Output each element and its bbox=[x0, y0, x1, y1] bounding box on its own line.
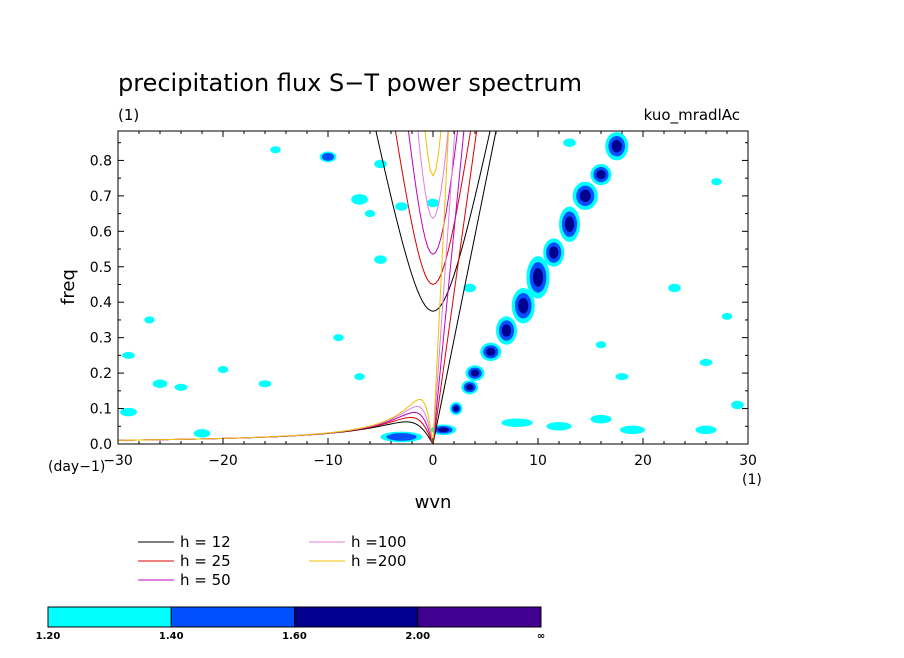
contour-blob-5-level-3 bbox=[501, 324, 512, 337]
colorbar-label: 1.60 bbox=[282, 631, 307, 642]
contour-blob-29-level-1 bbox=[333, 334, 344, 342]
x-tick-label: −20 bbox=[208, 453, 238, 469]
y-tick-label: 0.3 bbox=[90, 331, 112, 347]
contour-blob-19-level-1 bbox=[426, 198, 440, 208]
contour-blob-18-level-1 bbox=[395, 202, 408, 211]
contour-blob-9-level-3 bbox=[564, 216, 575, 233]
contour-blob-40-level-1 bbox=[699, 358, 713, 367]
contour-blob-36-level-1 bbox=[619, 425, 646, 435]
y-axis-title: freq bbox=[58, 269, 79, 305]
y-tick-label: 0.0 bbox=[90, 437, 112, 453]
curve-inertia-gravity-h200 bbox=[424, 131, 442, 177]
contour-blob-37-level-1 bbox=[695, 425, 717, 435]
contour-blob-3-level-3 bbox=[470, 369, 480, 377]
contour-blob-39-level-1 bbox=[668, 283, 681, 293]
contour-blob-14-level-2 bbox=[386, 433, 417, 441]
colorbar-label: 1.20 bbox=[36, 631, 61, 642]
contour-blob-35-level-1 bbox=[590, 414, 612, 424]
colorbar-label: 2.00 bbox=[405, 631, 430, 642]
x-tick-label: −10 bbox=[313, 453, 343, 469]
colorbar: 1.20 1.40 1.60 2.00 ∞ bbox=[36, 606, 545, 642]
contour-blob-33-level-1 bbox=[501, 418, 533, 427]
x-unit-label: (1) bbox=[742, 472, 762, 488]
contour-blob-10-level-3 bbox=[579, 189, 591, 203]
contour-blob-1-level-3 bbox=[453, 405, 459, 412]
y-tick-label: 0.7 bbox=[90, 189, 112, 205]
contour-blob-24-level-1 bbox=[122, 351, 135, 359]
axis-ticks: −30 −20 −10 0 10 20 30 0.0 0.1 0.2 0.3 0.4 0.5 0.6 0.7… bbox=[90, 131, 757, 469]
colorbar-segment bbox=[294, 606, 419, 628]
legend-label-h200: h =200 bbox=[351, 552, 406, 570]
x-tick-label: 10 bbox=[529, 453, 547, 469]
model-label: kuo_mradlAc bbox=[644, 106, 740, 125]
contour-blob-27-level-1 bbox=[217, 366, 229, 374]
contour-blob-7-level-3 bbox=[532, 268, 544, 287]
colorbar-segment bbox=[170, 606, 295, 628]
legend-label-h12: h = 12 bbox=[180, 533, 231, 551]
contour-blob-38-level-1 bbox=[615, 373, 629, 381]
contour-blob-26-level-1 bbox=[174, 383, 188, 391]
y-tick-label: 0.6 bbox=[90, 224, 112, 240]
colorbar-segment bbox=[47, 606, 172, 628]
curve-inertia-gravity-h100 bbox=[417, 131, 449, 220]
contour-blob-4-level-3 bbox=[486, 347, 496, 356]
x-tick-label: 30 bbox=[739, 453, 757, 469]
contour-blob-34-level-1 bbox=[546, 422, 572, 431]
unit-label: (1) bbox=[118, 106, 139, 124]
contour-blob-2-level-3 bbox=[466, 384, 474, 391]
y-tick-label: 0.2 bbox=[90, 366, 112, 382]
contour-blob-17-level-1 bbox=[351, 194, 368, 205]
curve-kelvin-h12 bbox=[432, 131, 497, 444]
x-axis-title: wvn bbox=[415, 492, 452, 513]
y-tick-label: 0.5 bbox=[90, 260, 112, 276]
plot-frame bbox=[117, 130, 749, 445]
curve-inertia-gravity-h12 bbox=[375, 131, 491, 312]
contour-blob-6-level-3 bbox=[518, 297, 529, 314]
contour-blob-11-level-3 bbox=[596, 169, 606, 180]
contour-blob-0-level-3 bbox=[437, 427, 450, 433]
x-tick-label: 0 bbox=[429, 453, 438, 469]
contour-blob-31-level-1 bbox=[120, 407, 137, 417]
curve-equatorial-rossby-h200 bbox=[118, 398, 434, 444]
contour-blob-21-level-1 bbox=[374, 255, 387, 264]
contour-blob-45-level-1 bbox=[721, 312, 733, 320]
power-contours bbox=[120, 132, 744, 443]
contour-blob-12-level-3 bbox=[611, 140, 622, 153]
dispersion-curves bbox=[118, 131, 497, 444]
colorbar-segment bbox=[417, 606, 542, 628]
curve-equatorial-rossby-h12 bbox=[118, 421, 434, 444]
curve-inertia-gravity-h50 bbox=[407, 131, 459, 255]
contour-blob-16-level-1 bbox=[374, 159, 387, 169]
x-tick-label: −30 bbox=[103, 453, 133, 469]
y-tick-label: 0.8 bbox=[90, 153, 112, 169]
contour-blob-30-level-1 bbox=[354, 373, 365, 381]
legend-label-h25: h = 25 bbox=[180, 552, 231, 570]
contour-blob-42-level-1 bbox=[563, 138, 576, 147]
contour-blob-25-level-1 bbox=[152, 379, 168, 388]
x-tick-label: 20 bbox=[634, 453, 652, 469]
y-tick-label: 0.1 bbox=[90, 402, 112, 418]
colorbar-label: ∞ bbox=[537, 631, 545, 642]
legend-label-h100: h =100 bbox=[351, 533, 406, 551]
contour-blob-13-level-2 bbox=[321, 153, 335, 161]
contour-blob-8-level-3 bbox=[549, 246, 559, 259]
contour-blob-20-level-1 bbox=[364, 210, 376, 218]
contour-blob-44-level-1 bbox=[595, 341, 607, 349]
contour-blob-41-level-1 bbox=[731, 400, 744, 410]
contour-blob-43-level-1 bbox=[711, 178, 722, 186]
contour-blob-23-level-1 bbox=[144, 316, 155, 324]
chart-title: precipitation flux S−T power spectrum bbox=[118, 69, 582, 97]
contour-blob-15-level-1 bbox=[270, 146, 281, 154]
legend-label-h50: h = 50 bbox=[180, 571, 231, 589]
curve-inertia-gravity-h25 bbox=[394, 131, 472, 286]
contour-blob-28-level-1 bbox=[258, 380, 272, 388]
y-unit-label: (day−1) bbox=[48, 459, 105, 475]
colorbar-label: 1.40 bbox=[159, 631, 184, 642]
contour-blob-22-level-1 bbox=[463, 283, 477, 293]
contour-blob-32-level-1 bbox=[193, 429, 211, 438]
y-tick-label: 0.4 bbox=[90, 295, 112, 311]
